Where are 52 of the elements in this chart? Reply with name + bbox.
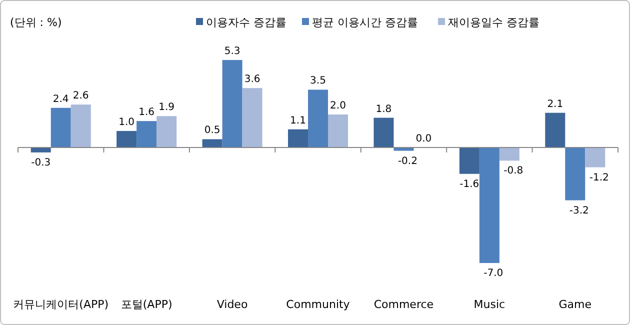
bar — [545, 112, 566, 148]
data-label: 1.6 — [138, 107, 155, 118]
data-label: 3.6 — [244, 74, 260, 86]
bar — [585, 147, 606, 168]
bar — [479, 147, 500, 263]
bar — [459, 147, 480, 174]
bar — [156, 116, 177, 148]
data-label: 5.3 — [224, 46, 240, 57]
legend-label: 재이용일수 증감률 — [448, 16, 540, 29]
bar — [136, 121, 157, 148]
data-label: -3.2 — [569, 205, 589, 216]
data-label: 1.0 — [118, 116, 135, 128]
bar — [50, 108, 71, 148]
data-label: 1.9 — [158, 102, 175, 114]
bar — [565, 147, 586, 200]
x-tick-label: Game — [558, 298, 592, 311]
data-label: -0.2 — [398, 156, 418, 167]
bar — [202, 139, 222, 148]
bar — [374, 118, 394, 148]
data-label: 1.1 — [290, 115, 306, 126]
data-label: 2.6 — [72, 90, 89, 102]
bar — [70, 104, 91, 148]
x-tick-label: Video — [216, 298, 248, 311]
data-label: 2.0 — [330, 100, 346, 112]
bar — [288, 129, 308, 148]
data-label: 3.5 — [310, 76, 326, 87]
x-tick-label: Community — [286, 298, 350, 311]
bar — [394, 147, 414, 151]
x-tick-label: 포털(APP) — [120, 298, 172, 311]
data-label: -0.8 — [504, 166, 524, 177]
bar — [308, 90, 328, 148]
x-tick-label: 커뮤니케이터(APP) — [13, 298, 109, 311]
legend-label: 평균 이용시간 증감률 — [312, 16, 418, 29]
data-label: 1.8 — [376, 104, 392, 115]
data-label: -0.3 — [31, 157, 51, 168]
data-label: 0.5 — [204, 125, 220, 136]
data-label: -7.0 — [484, 268, 504, 279]
bar — [328, 114, 348, 148]
data-label: -1.2 — [589, 172, 609, 184]
data-label: 2.4 — [52, 94, 69, 105]
bar — [222, 60, 242, 148]
bar — [499, 147, 520, 161]
data-label: -1.6 — [460, 178, 480, 190]
data-label: 2.1 — [547, 98, 564, 110]
text: (단위 : %) — [10, 16, 62, 29]
bar — [30, 147, 51, 152]
data-label: 0.0 — [416, 133, 432, 144]
bar — [116, 130, 137, 148]
bar — [242, 88, 262, 148]
legend-label: 이용자수 증감률 — [206, 16, 286, 29]
x-tick-label: Music — [474, 298, 506, 311]
x-tick-label: Commerce — [374, 298, 434, 311]
